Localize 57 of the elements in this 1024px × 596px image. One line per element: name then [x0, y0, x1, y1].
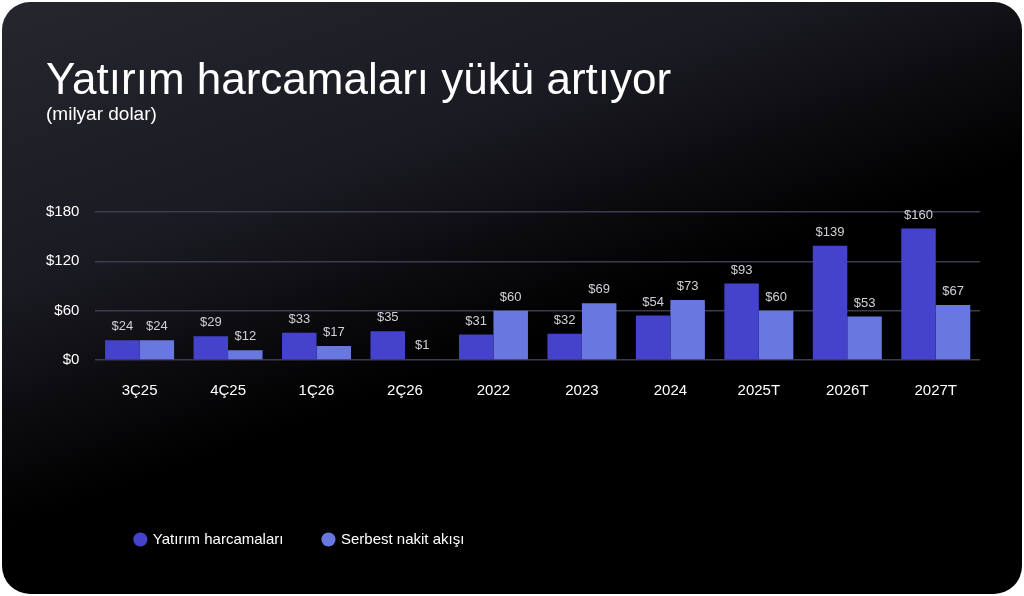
legend-label: Serbest nakit akışı	[340, 529, 465, 547]
x-tick-label: 2024	[653, 381, 688, 399]
bar	[847, 316, 882, 360]
bar	[493, 310, 528, 360]
x-tick-label: 3Ç25	[121, 381, 158, 399]
data-label: $29	[199, 314, 222, 330]
x-tick-label: 2023	[565, 381, 599, 399]
y-tick-label: $180	[45, 202, 80, 220]
bar	[228, 350, 263, 360]
chart-subtitle: (milyar dolar)	[46, 103, 157, 125]
bar	[139, 340, 175, 360]
data-label: $53	[853, 294, 876, 310]
data-label: $69	[588, 281, 611, 297]
data-label: $35	[376, 309, 399, 325]
bar	[193, 336, 229, 360]
data-label: $67	[942, 282, 964, 298]
x-tick-label: 1Ç26	[298, 381, 335, 399]
bar	[901, 228, 936, 360]
data-label: $31	[465, 312, 488, 328]
bar	[812, 245, 848, 360]
data-label: $73	[676, 278, 699, 294]
bar	[547, 333, 582, 360]
data-label: $139	[815, 223, 845, 239]
data-label: $160	[904, 206, 933, 222]
bar	[316, 346, 352, 360]
x-tick-label: 2026T	[826, 381, 869, 399]
data-label: $24	[146, 318, 168, 334]
data-label: $54	[642, 293, 664, 309]
bar	[581, 303, 617, 360]
x-tick-label: 2022	[476, 381, 511, 399]
bar	[724, 283, 759, 360]
bar	[935, 304, 971, 360]
data-label: $33	[288, 310, 311, 326]
x-tick-label: 2025T	[737, 381, 781, 399]
bar	[282, 332, 317, 360]
legend-label: Yatırım harcamaları	[152, 529, 284, 547]
bar	[670, 299, 705, 360]
bar	[758, 310, 794, 360]
data-label: $1	[415, 337, 430, 353]
bar	[370, 331, 405, 360]
bar	[458, 334, 494, 360]
x-tick-label: 2Ç26	[387, 381, 423, 399]
data-label: $32	[553, 311, 576, 327]
data-label: $12	[234, 328, 257, 344]
chart-title: Yatırım harcamaları yükü artıyor	[46, 54, 672, 104]
x-tick-label: 4Ç25	[210, 381, 246, 399]
bar	[105, 340, 140, 360]
bar	[635, 315, 671, 360]
data-label: $60	[499, 288, 522, 304]
data-label: $24	[111, 318, 134, 334]
data-label: $17	[322, 324, 345, 340]
data-label: $60	[765, 288, 787, 304]
y-tick-label: $60	[54, 300, 80, 318]
y-tick-label: $120	[45, 251, 80, 269]
y-tick-label: $0	[62, 350, 80, 368]
x-tick-label: 2027T	[914, 381, 958, 399]
data-label: $93	[730, 261, 753, 277]
